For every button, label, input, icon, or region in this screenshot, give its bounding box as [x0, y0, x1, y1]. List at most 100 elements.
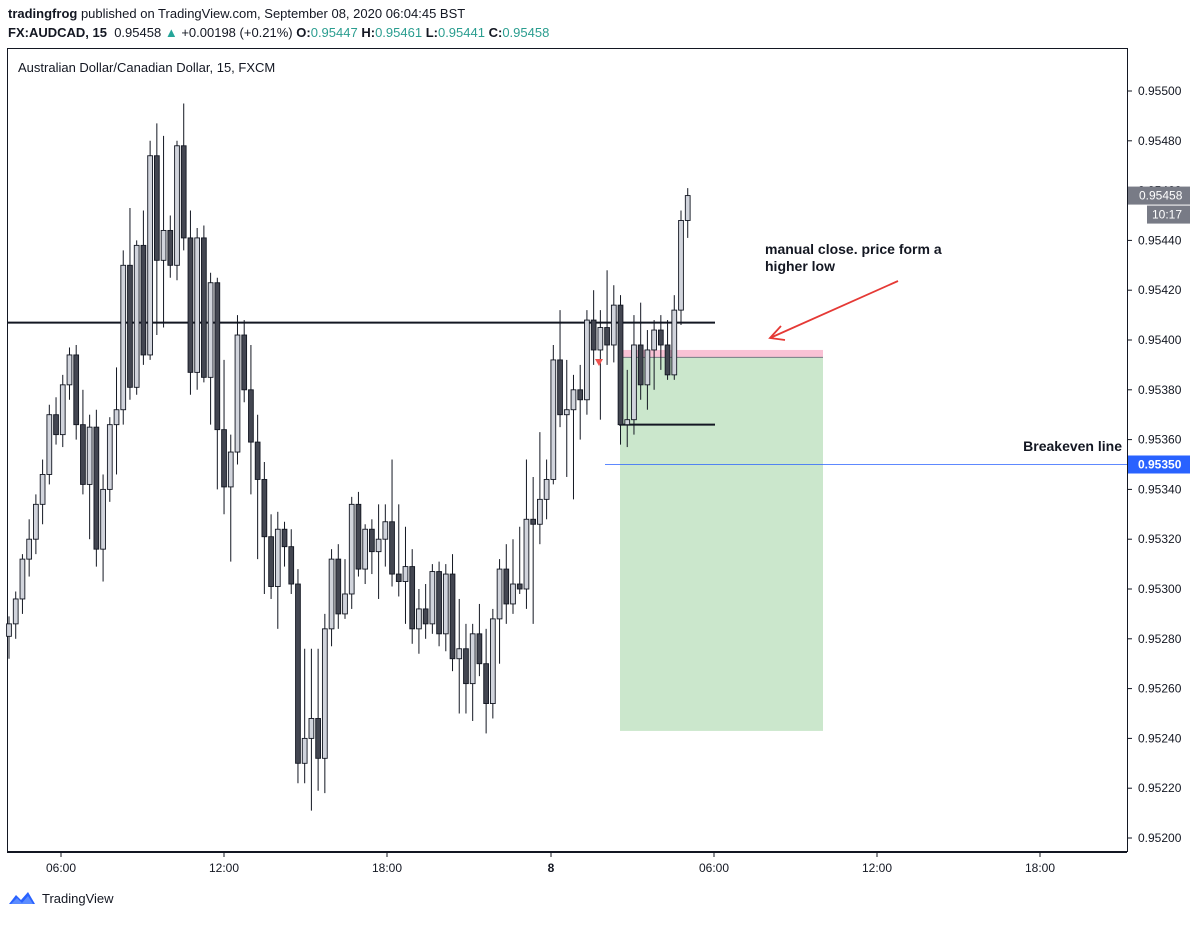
candles[interactable]: [6, 103, 691, 811]
author-name[interactable]: tradingfrog: [8, 6, 78, 21]
candle[interactable]: [409, 549, 416, 644]
candle[interactable]: [416, 589, 422, 654]
price-axis[interactable]: 0.955000.954800.954600.954400.954200.954…: [1127, 84, 1190, 845]
candle[interactable]: [308, 648, 315, 811]
candle[interactable]: [503, 544, 510, 624]
candle[interactable]: [268, 514, 274, 599]
candle[interactable]: [194, 227, 201, 390]
candle[interactable]: [476, 603, 483, 677]
candle[interactable]: [187, 210, 194, 395]
candle[interactable]: [537, 432, 543, 545]
breakeven-price-tag[interactable]: [1128, 455, 1190, 474]
candle[interactable]: [120, 250, 127, 425]
candle[interactable]: [678, 210, 684, 326]
candle[interactable]: [19, 554, 26, 614]
candle[interactable]: [234, 315, 241, 465]
candle[interactable]: [557, 310, 563, 428]
candle[interactable]: [436, 561, 442, 647]
candle[interactable]: [456, 598, 463, 714]
candle[interactable]: [617, 295, 624, 445]
candle[interactable]: [389, 459, 395, 587]
candle[interactable]: [288, 529, 295, 594]
candle[interactable]: [254, 414, 261, 560]
candle[interactable]: [214, 277, 221, 490]
candle[interactable]: [180, 103, 187, 251]
position-tool[interactable]: [620, 349, 823, 731]
candle[interactable]: [590, 290, 597, 365]
candle[interactable]: [516, 526, 523, 594]
stop-loss-zone[interactable]: [620, 349, 823, 358]
candle[interactable]: [355, 491, 362, 577]
candle[interactable]: [644, 330, 651, 410]
annotation-breakeven[interactable]: Breakeven line: [1023, 438, 1122, 454]
annotation-manual-close-line2[interactable]: higher low: [765, 258, 835, 274]
candle[interactable]: [550, 344, 557, 485]
candle[interactable]: [174, 140, 180, 281]
candle[interactable]: [631, 315, 637, 435]
candle[interactable]: [684, 188, 691, 238]
candle[interactable]: [577, 364, 584, 440]
candle[interactable]: [671, 295, 678, 380]
candle[interactable]: [530, 476, 537, 624]
candle[interactable]: [429, 564, 436, 634]
candle[interactable]: [160, 135, 167, 328]
candle[interactable]: [328, 549, 335, 647]
candle[interactable]: [342, 559, 348, 619]
candle[interactable]: [301, 648, 308, 784]
candle[interactable]: [59, 374, 66, 448]
candle[interactable]: [261, 462, 268, 594]
candle[interactable]: [442, 564, 449, 652]
candle[interactable]: [295, 569, 301, 784]
candle[interactable]: [221, 359, 227, 515]
candle[interactable]: [140, 210, 147, 365]
candle[interactable]: [80, 389, 86, 495]
candle[interactable]: [483, 628, 489, 734]
candle[interactable]: [449, 554, 456, 672]
candle[interactable]: [281, 521, 288, 567]
candle[interactable]: [335, 544, 342, 629]
take-profit-zone[interactable]: [620, 357, 823, 731]
candle[interactable]: [610, 285, 617, 363]
candle[interactable]: [127, 208, 133, 400]
candle[interactable]: [207, 272, 214, 425]
annotation-manual-close-line1[interactable]: manual close. price form a: [765, 241, 942, 257]
candle[interactable]: [422, 584, 429, 639]
candle[interactable]: [570, 374, 577, 500]
candle[interactable]: [106, 417, 113, 502]
candle[interactable]: [46, 404, 53, 485]
candle[interactable]: [402, 526, 409, 624]
candle[interactable]: [362, 524, 369, 585]
current-price-tag[interactable]: [1128, 186, 1190, 205]
candle[interactable]: [624, 369, 631, 448]
brand-name[interactable]: TradingView: [42, 890, 114, 906]
candle[interactable]: [496, 559, 503, 664]
candle[interactable]: [153, 123, 160, 336]
arrow-annotation[interactable]: [768, 280, 899, 341]
candle[interactable]: [113, 367, 120, 475]
candle[interactable]: [12, 591, 19, 639]
candle[interactable]: [657, 315, 664, 370]
candle[interactable]: [463, 623, 469, 714]
candle[interactable]: [53, 397, 59, 445]
candle[interactable]: [133, 240, 140, 395]
time-axis[interactable]: 06:00 12:00 18:00 8 06:00 12:00 18:00: [46, 852, 1055, 875]
candle[interactable]: [395, 504, 402, 597]
candle[interactable]: [469, 623, 476, 721]
candle[interactable]: [375, 504, 382, 599]
candle[interactable]: [86, 414, 93, 540]
candle[interactable]: [315, 648, 321, 791]
candle[interactable]: [382, 504, 389, 567]
candle[interactable]: [241, 320, 248, 403]
candle[interactable]: [100, 474, 106, 582]
candle[interactable]: [6, 616, 12, 659]
candle[interactable]: [604, 270, 610, 365]
tradingview-logo-icon[interactable]: [8, 890, 36, 906]
candle[interactable]: [227, 434, 234, 562]
candle[interactable]: [26, 519, 33, 577]
candle[interactable]: [523, 459, 530, 609]
candle[interactable]: [167, 215, 174, 278]
candle[interactable]: [147, 140, 153, 360]
candle[interactable]: [664, 320, 671, 380]
candle[interactable]: [651, 320, 657, 390]
